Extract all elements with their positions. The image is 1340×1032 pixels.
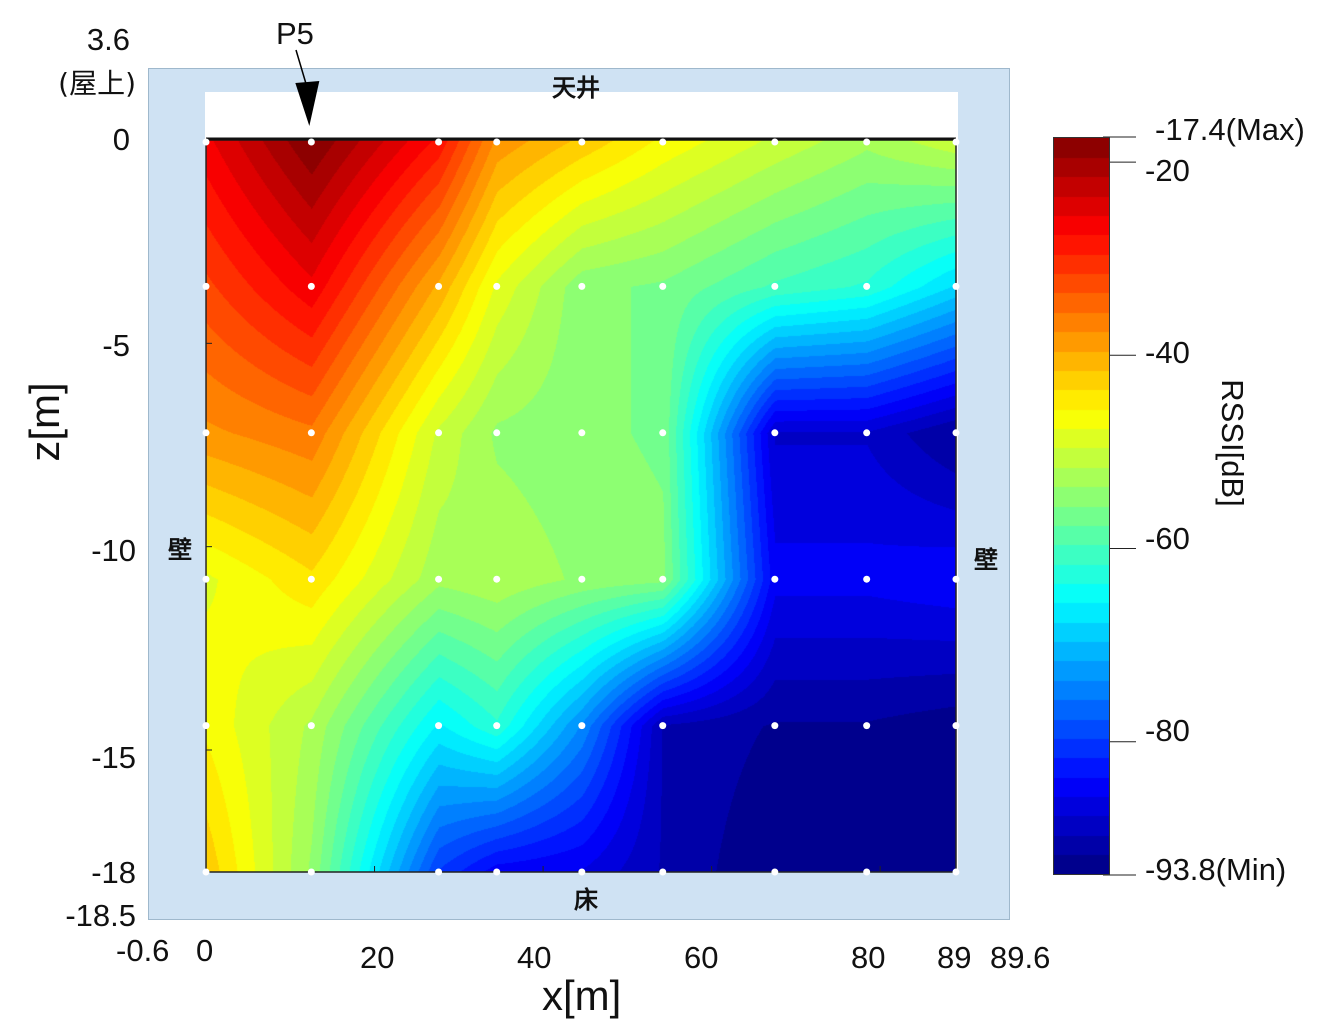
x-tick-label: 40 [517,940,552,975]
colorbar-tick-label: -17.4(Max) [1155,112,1305,147]
measurement-point [493,138,501,146]
measurement-point [952,282,960,290]
measurement-point [771,575,779,583]
x-tick-label: 89 [937,940,972,975]
y-axis-label: z[m] [21,382,68,462]
measurement-point [307,868,315,876]
measurement-point [435,868,443,876]
x-tick-label: 60 [684,940,719,975]
measurement-point [952,575,960,583]
y-tick-label: -18.5 [65,898,136,933]
measurement-point [771,722,779,730]
measurement-point [659,722,667,730]
measurement-point [578,868,586,876]
measurement-point [771,868,779,876]
colorbar-tick-label: -40 [1145,335,1190,370]
measurement-point [771,282,779,290]
y-tick-label: -15 [91,740,136,775]
x-tick-label: 20 [360,940,395,975]
measurement-point [952,722,960,730]
measurement-point [863,429,871,437]
plot-border [205,139,957,873]
colorbar [1053,137,1110,875]
measurement-point [307,429,315,437]
y-tick-label: -18 [91,855,136,890]
measurement-point [202,722,210,730]
measurement-point [863,722,871,730]
measurement-point [493,429,501,437]
measurement-point [863,575,871,583]
wall-right-label: 壁 [974,546,998,574]
measurement-point [952,429,960,437]
measurement-point [202,868,210,876]
colorbar-tick-label: -80 [1145,713,1190,748]
measurement-point [659,575,667,583]
measurement-point [578,429,586,437]
measurement-point [659,868,667,876]
measurement-point [202,575,210,583]
measurement-point [435,722,443,730]
rssi-heatmap [206,138,956,872]
measurement-point [771,138,779,146]
colorbar-label: RSSI[dB] [1214,379,1250,507]
y-tick-label: -10 [91,533,136,568]
measurement-point [202,282,210,290]
measurement-point [863,138,871,146]
x-tick-label: -0.6 [116,933,170,968]
floor-label: 床 [574,886,598,914]
measurement-point [659,429,667,437]
measurement-point [202,138,210,146]
x-tick-label: 80 [851,940,886,975]
measurement-point [952,138,960,146]
x-axis-label: x[m] [542,972,622,1019]
p5-marker-label: P5 [276,16,314,51]
measurement-point [659,282,667,290]
y-tick-label: (屋上) [58,67,136,100]
measurement-point [493,868,501,876]
measurement-point [578,722,586,730]
measurement-point [493,575,501,583]
ceiling-label: 天井 [552,74,600,102]
measurement-point [202,429,210,437]
measurement-point [771,429,779,437]
measurement-point [863,282,871,290]
measurement-point [493,722,501,730]
measurement-point [435,282,443,290]
measurement-point [578,138,586,146]
measurement-point [952,868,960,876]
measurement-point [435,429,443,437]
y-tick-label: 0 [112,122,130,157]
colorbar-tick-label: -20 [1145,153,1190,188]
measurement-point [578,575,586,583]
p5-arrow-head [295,81,320,126]
measurement-point [493,282,501,290]
y-tick-label: 3.6 [86,22,130,57]
x-tick-label: 89.6 [990,940,1051,975]
measurement-point [863,868,871,876]
measurement-point [307,575,315,583]
wall-left-label: 壁 [168,536,192,564]
measurement-point [578,282,586,290]
measurement-point [307,282,315,290]
y-tick-label: -5 [102,328,130,363]
measurement-point [435,138,443,146]
colorbar-tick-label: -60 [1145,521,1190,556]
colorbar-tick-label: -93.8(Min) [1145,852,1287,887]
measurement-point [307,722,315,730]
measurement-point [435,575,443,583]
measurement-point [307,138,315,146]
measurement-point [659,138,667,146]
x-tick-label: 0 [196,933,214,968]
